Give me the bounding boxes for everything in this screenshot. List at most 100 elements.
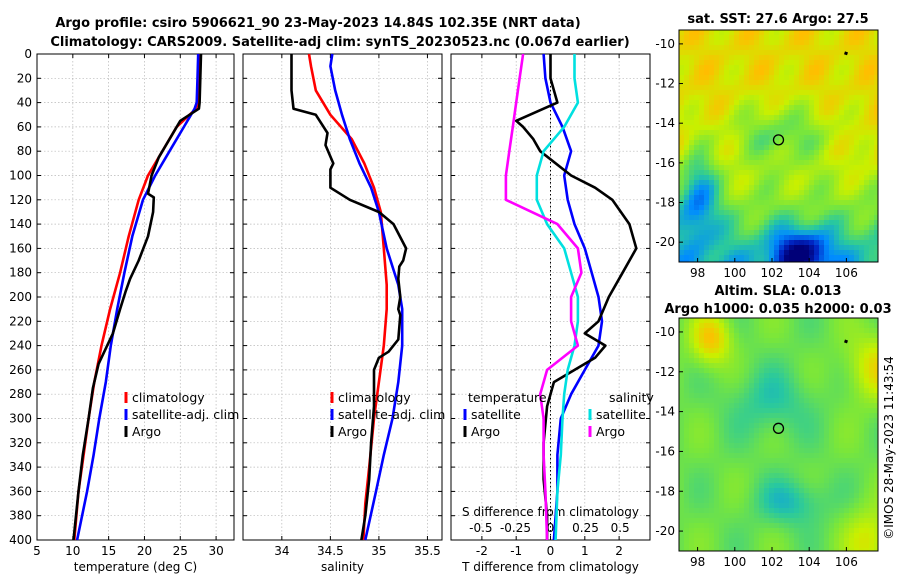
map-cell xyxy=(734,443,740,449)
map-cell xyxy=(799,95,805,101)
map-cell xyxy=(739,503,745,509)
map-cell xyxy=(764,130,770,136)
map-cell xyxy=(749,363,755,369)
map-cell xyxy=(714,383,720,389)
map-cell xyxy=(804,215,810,221)
map-cell xyxy=(759,418,765,424)
map-cell xyxy=(834,383,840,389)
map-cell xyxy=(824,235,830,241)
map-cell xyxy=(794,65,800,71)
map-cell xyxy=(844,250,850,256)
map-cell xyxy=(809,338,815,344)
map-cell xyxy=(869,513,875,519)
map-cell xyxy=(849,328,855,334)
map-cell xyxy=(714,428,720,434)
map-cell xyxy=(849,35,855,41)
map-cell xyxy=(839,463,845,469)
y-tick-label: -20 xyxy=(655,524,675,538)
map-cell xyxy=(794,358,800,364)
map-cell xyxy=(864,513,870,519)
map-cell xyxy=(699,463,705,469)
map-cell xyxy=(764,528,770,534)
map-cell xyxy=(849,100,855,106)
map-cell xyxy=(689,478,695,484)
map-cell xyxy=(784,230,790,236)
map-cell xyxy=(854,328,860,334)
map-cell xyxy=(719,30,725,36)
map-cell xyxy=(804,323,810,329)
map-cell xyxy=(869,260,875,263)
map-cell xyxy=(749,70,755,76)
map-cell xyxy=(864,235,870,241)
map-cell xyxy=(824,190,830,196)
map-cell xyxy=(809,408,815,414)
map-cell xyxy=(779,240,785,246)
map-cell xyxy=(819,95,825,101)
map-cell xyxy=(859,388,865,394)
map-cell xyxy=(764,235,770,241)
map-cell xyxy=(784,160,790,166)
map-cell xyxy=(744,155,750,161)
map-cell xyxy=(849,368,855,374)
map-cell xyxy=(679,388,685,394)
map-cell xyxy=(809,125,815,131)
map-cell xyxy=(769,448,775,454)
map-cell xyxy=(774,170,780,176)
map-cell xyxy=(829,358,835,364)
map-cell xyxy=(684,150,690,156)
map-cell xyxy=(744,50,750,56)
map-cell xyxy=(704,50,710,56)
map-cell xyxy=(804,398,810,404)
map-cell xyxy=(839,423,845,429)
map-cell xyxy=(849,55,855,61)
map-cell xyxy=(739,483,745,489)
map-cell xyxy=(859,433,865,439)
x-tick-label: -1 xyxy=(510,544,522,558)
map-cell xyxy=(714,120,720,126)
map-cell xyxy=(819,70,825,76)
map-cell xyxy=(844,538,850,544)
map-cell xyxy=(759,45,765,51)
map-cell xyxy=(859,423,865,429)
map-cell xyxy=(719,65,725,71)
map-cell xyxy=(759,433,765,439)
map-cell xyxy=(859,235,865,241)
map-cell xyxy=(824,90,830,96)
map-cell xyxy=(784,473,790,479)
map-cell xyxy=(694,323,700,329)
map-cell xyxy=(729,120,735,126)
map-cell xyxy=(874,195,879,201)
map-cell xyxy=(694,185,700,191)
map-cell xyxy=(764,120,770,126)
map-cell xyxy=(839,408,845,414)
x-tick-label: 15 xyxy=(101,544,116,558)
map-cell xyxy=(754,323,760,329)
map-cell xyxy=(704,120,710,126)
map-cell xyxy=(844,328,850,334)
map-cell xyxy=(719,75,725,81)
map-cell xyxy=(804,508,810,514)
map-cell xyxy=(789,230,795,236)
map-cell xyxy=(829,105,835,111)
map-cell xyxy=(769,413,775,419)
map-cell xyxy=(774,190,780,196)
map-cell xyxy=(679,348,685,354)
map-cell xyxy=(759,503,765,509)
map-cell xyxy=(829,483,835,489)
x-tick-label: 1 xyxy=(581,544,589,558)
map-cell xyxy=(719,165,725,171)
map-cell xyxy=(829,488,835,494)
map-cell xyxy=(789,513,795,519)
map-cell xyxy=(854,443,860,449)
map-cell xyxy=(739,433,745,439)
map-cell xyxy=(829,220,835,226)
map-cell xyxy=(869,463,875,469)
map-cell xyxy=(739,70,745,76)
map-cell xyxy=(759,90,765,96)
map-cell xyxy=(779,333,785,339)
map-cell xyxy=(744,443,750,449)
map-cell xyxy=(774,343,780,349)
map-cell xyxy=(854,205,860,211)
map-cell xyxy=(754,200,760,206)
map-cell xyxy=(804,85,810,91)
